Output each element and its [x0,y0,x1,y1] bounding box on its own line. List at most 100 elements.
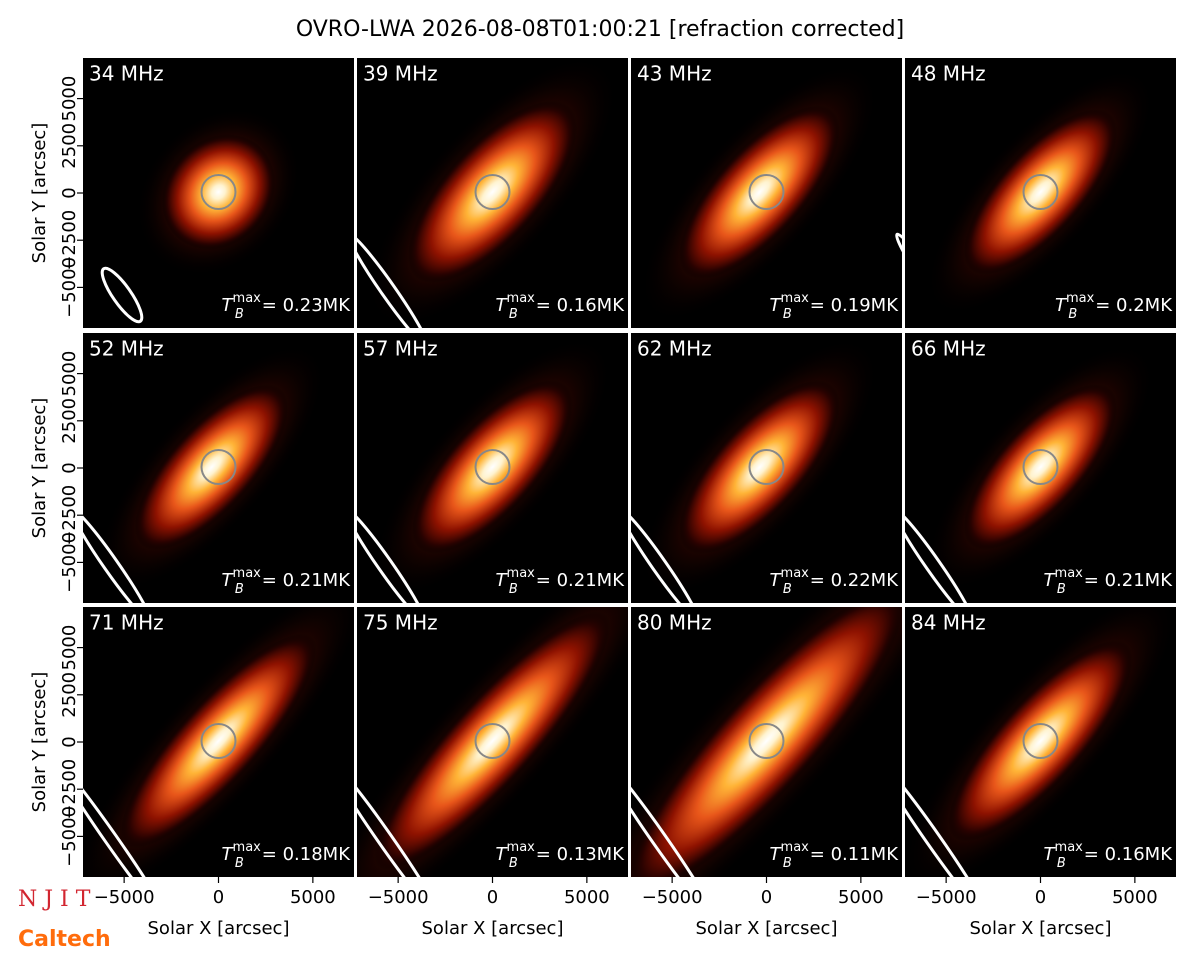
y-tick-label: −5000 [59,532,80,593]
frequency-label: 52 MHz [89,337,164,361]
tb-superscript: max [781,840,810,855]
tb-symbol: T [496,844,509,865]
tb-symbol: T [1044,570,1057,591]
tb-symbol: T [222,295,235,316]
logo-caltech: Caltech [18,927,111,952]
emission-source [678,380,840,555]
tb-max-label: Tmax B = 0.16MK [1044,840,1174,871]
tb-subscript: B [783,307,792,322]
tb-value: = 0.19MK [810,295,899,316]
y-axis-label: Solar Y [arcsec] [29,672,50,813]
panel [631,333,902,603]
x-tick-label: 0 [213,887,224,908]
panel [83,333,354,603]
beam [905,507,974,603]
tb-subscript: B [235,582,244,597]
beam [357,507,426,603]
beam [357,759,442,877]
solar-disk [200,174,237,210]
solar-disk [1022,174,1059,210]
y-tick-label: −5000 [59,806,80,867]
frequency-label: 57 MHz [363,337,438,361]
x-tick-label: −5000 [368,887,429,908]
solar-disk [748,174,785,210]
y-tick-label: −2500 [59,485,80,546]
tb-symbol: T [1055,295,1068,316]
y-axis-label: Solar Y [arcsec] [29,123,50,264]
emission-source [407,100,578,284]
tb-symbol: T [770,295,783,316]
x-axis-label: Solar X [arcsec] [422,918,564,939]
tb-max-label: Tmax B = 0.13MK [496,840,626,871]
tb-subscript: B [509,582,518,597]
x-axis-label: Solar X [arcsec] [696,918,838,939]
tb-subscript: B [1057,856,1066,871]
tb-subscript: B [235,856,244,871]
tb-superscript: max [1055,840,1084,855]
frequency-label: 39 MHz [363,62,438,86]
frequency-label: 75 MHz [363,611,438,635]
solar-disk [200,449,237,485]
tb-max-label: Tmax B = 0.11MK [770,840,900,871]
solar-disk [474,449,511,485]
y-tick-label: 0 [59,462,80,473]
frequency-label: 43 MHz [637,62,712,86]
tb-value: = 0.13MK [536,844,625,865]
tb-subscript: B [1057,582,1066,597]
tb-superscript: max [781,291,810,306]
tb-superscript: max [507,566,536,581]
solar-disk [474,723,511,759]
emission-source [963,109,1118,275]
solar-disk [1022,723,1059,759]
tb-subscript: B [509,307,518,322]
panel [905,58,1176,328]
x-axis-label: Solar X [arcsec] [148,918,290,939]
tb-symbol: T [222,844,235,865]
solar-disk [474,174,511,210]
x-tick-label: −5000 [642,887,703,908]
beam [357,232,429,328]
frequency-label: 48 MHz [911,62,986,86]
y-tick-label: 2500 [59,123,80,169]
tb-max-label: Tmax B = 0.19MK [770,291,900,322]
x-tick-label: 5000 [564,887,610,908]
emission-source [161,134,276,250]
y-tick-label: −5000 [59,257,80,318]
x-tick-label: 5000 [1112,887,1158,908]
beam [631,759,716,877]
tb-subscript: B [783,582,792,597]
tb-value: = 0.18MK [262,844,351,865]
tb-superscript: max [1066,291,1095,306]
tb-value: = 0.23MK [262,295,351,316]
y-tick-label: 0 [59,736,80,747]
tb-value: = 0.21MK [262,570,351,591]
tb-symbol: T [770,844,783,865]
tb-superscript: max [1055,566,1084,581]
solar-disk [200,723,237,759]
frequency-label: 80 MHz [637,611,712,635]
panel [83,607,354,877]
tb-symbol: T [770,570,783,591]
y-axis-label: Solar Y [arcsec] [29,398,50,539]
panel [83,58,354,328]
tb-subscript: B [509,856,518,871]
tb-superscript: max [233,566,262,581]
logo-njit: N J I T [18,887,91,912]
tb-value: = 0.11MK [810,844,899,865]
tb-max-label: Tmax B = 0.21MK [222,566,352,597]
tb-subscript: B [235,307,244,322]
tb-max-label: Tmax B = 0.21MK [1044,566,1174,597]
tb-value: = 0.21MK [536,570,625,591]
x-axis-label: Solar X [arcsec] [970,918,1112,939]
tb-max-label: Tmax B = 0.16MK [496,291,626,322]
emission-source [134,384,289,551]
beam [895,232,902,328]
frequency-label: 62 MHz [637,337,712,361]
tb-max-label: Tmax B = 0.23MK [222,291,352,322]
emission-source [678,105,840,280]
beam [100,266,144,324]
tb-value: = 0.16MK [1084,844,1173,865]
beam [83,759,168,877]
tb-superscript: max [233,291,262,306]
